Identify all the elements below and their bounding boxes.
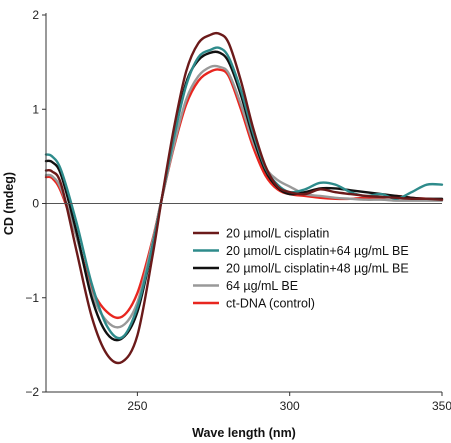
y-tick-label: 0 (32, 197, 39, 211)
x-tick-label: 300 (280, 399, 300, 413)
series-line-4 (44, 64, 444, 329)
series-line-1 (44, 31, 444, 365)
legend-label: 64 µg/mL BE (226, 279, 298, 293)
plot-lines (44, 31, 444, 365)
y-tick-label: 2 (32, 8, 39, 22)
legend-label: 20 µmol/L cisplatin+64 µg/mL BE (226, 244, 409, 258)
y-tick-label: −1 (25, 291, 39, 305)
series-line-5 (44, 68, 444, 320)
x-axis-title: Wave length (nm) (192, 426, 296, 440)
legend: 20 µmol/L cisplatin 20 µmol/L cisplatin+6… (193, 227, 409, 311)
y-tick-label: 1 (32, 102, 39, 116)
legend-label: ct-DNA (control) (226, 297, 315, 311)
series-line-3 (44, 50, 444, 342)
x-tick-label: 350 (432, 399, 451, 413)
ticks: −2 −1 0 1 2 250 300 350 (25, 8, 451, 413)
y-tick-label: −2 (25, 385, 39, 399)
x-tick-label: 250 (127, 399, 147, 413)
y-axis-title: CD (mdeg) (2, 172, 16, 235)
legend-label: 20 µmol/L cisplatin+48 µg/mL BE (226, 262, 409, 276)
legend-label: 20 µmol/L cisplatin (226, 227, 329, 241)
axes (45, 13, 442, 393)
